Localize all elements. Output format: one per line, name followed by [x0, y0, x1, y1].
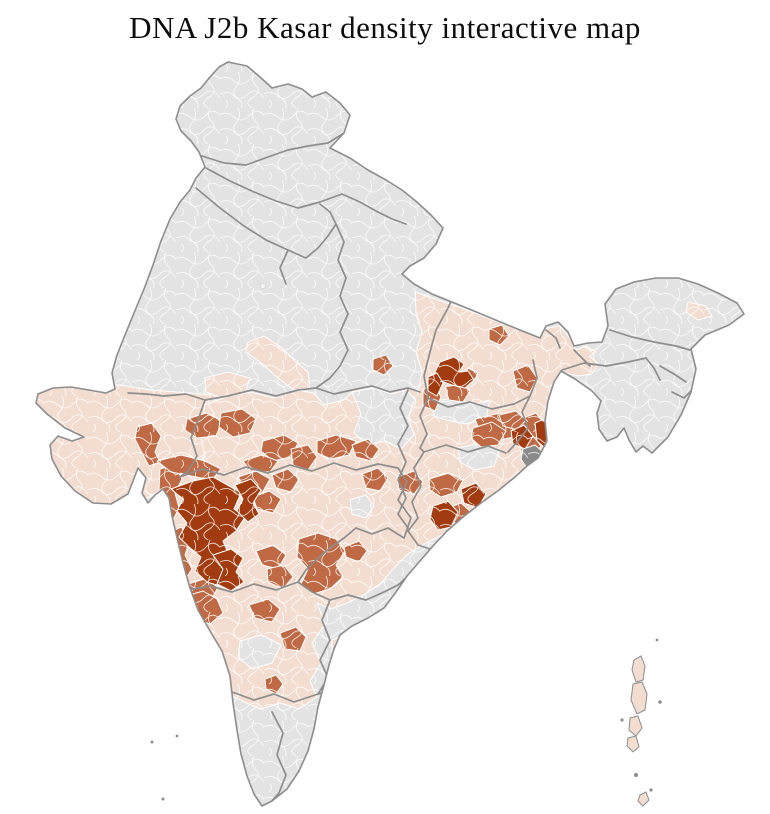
map-title: DNA J2b Kasar density interactive map	[129, 10, 641, 45]
district[interactable]	[329, 699, 353, 727]
country-outline	[35, 61, 745, 807]
district[interactable]	[349, 755, 371, 789]
state-boundaries	[127, 132, 693, 804]
andaman-islands[interactable]	[620, 638, 662, 807]
lakshadweep-islands[interactable]	[150, 734, 179, 801]
district-mesh	[36, 62, 744, 806]
capital-district-dot[interactable]	[260, 283, 266, 289]
